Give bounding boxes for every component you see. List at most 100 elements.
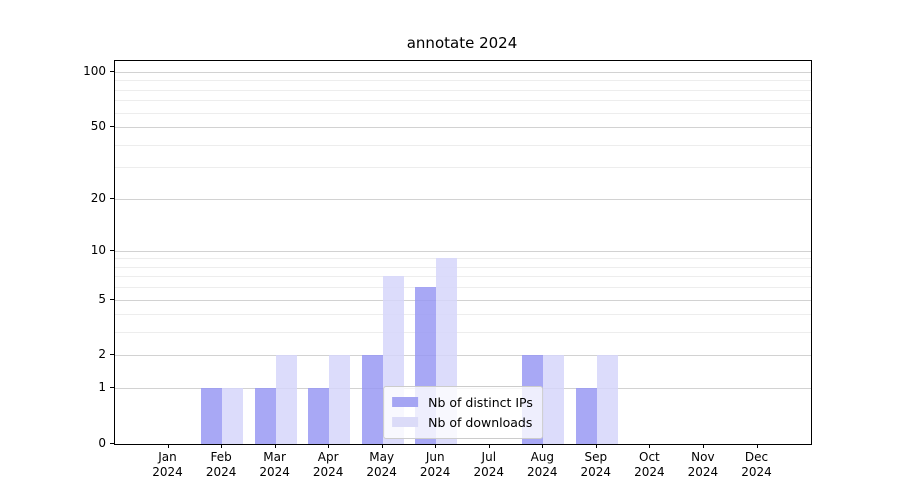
gridline-minor-3 [115,332,811,334]
y-tick-label-20: 20 [90,190,106,205]
x-tick-label-6: Jul 2024 [462,450,516,480]
x-tick-year: 2024 [259,465,290,479]
x-tick-year: 2024 [366,465,397,479]
x-tick-year: 2024 [419,465,451,479]
x-tick-month: Nov [691,450,715,464]
chart-title: annotate 2024 [406,34,518,52]
x-tick-mark-11 [756,444,758,448]
x-tick-label-2: Mar 2024 [248,450,302,480]
x-tick-label-0: Jan 2024 [141,450,195,480]
legend: Nb of distinct IPs Nb of downloads [383,386,543,439]
x-tick-month: Dec [744,450,769,464]
x-tick-month: Jun [425,450,445,464]
y-tick-mark-10 [110,249,114,251]
y-tick-label-1: 1 [98,380,106,395]
bar-downloads-aug [543,355,565,444]
legend-swatch-icon [392,397,419,407]
x-tick-mark-8 [595,444,597,448]
x-tick-label-1: Feb 2024 [194,450,248,480]
gridline-minor-40 [115,144,811,146]
x-tick-label-4: May 2024 [355,450,409,480]
x-tick-month: Jan [158,450,177,464]
gridline-minor-30 [115,167,811,169]
x-tick-year: 2024 [473,465,505,479]
gridline-minor-70 [115,100,811,102]
x-tick-year: 2024 [312,465,344,479]
gridline-minor-90 [115,80,811,82]
x-tick-mark-1 [221,444,223,448]
x-tick-year: 2024 [152,465,183,479]
y-tick-mark-5 [110,298,114,300]
bar-ips-apr [308,388,330,444]
gridline-minor-7 [115,276,811,278]
x-tick-month: Sep [584,450,608,464]
x-tick-label-11: Dec 2024 [730,450,784,480]
gridline-minor-60 [115,112,811,114]
bar-ips-may [361,355,383,444]
gridline-10 [115,250,811,252]
gridline-minor-80 [115,89,811,91]
x-tick-month: May [369,450,395,464]
y-tick-label-100: 100 [83,63,106,78]
x-tick-label-10: Nov 2024 [676,450,730,480]
y-tick-mark-1 [110,387,114,389]
x-tick-month: Mar [263,450,286,464]
y-tick-mark-2 [110,354,114,356]
gridline-2 [115,355,811,357]
x-tick-mark-10 [702,444,704,448]
bar-downloads-mar [275,355,297,444]
gridline-minor-9 [115,258,811,260]
bar-downloads-feb [222,388,244,444]
x-tick-mark-9 [649,444,651,448]
y-tick-mark-50 [110,126,114,127]
gridline-20 [115,198,811,200]
x-tick-year: 2024 [205,465,237,479]
x-tick-mark-2 [274,444,276,448]
y-tick-label-2: 2 [98,347,106,362]
gridline-5 [115,299,811,301]
x-tick-year: 2024 [687,465,719,479]
x-tick-month: Apr [317,450,339,464]
gridline-100 [115,71,811,73]
gridline-50 [115,127,811,128]
y-tick-label-50: 50 [90,119,106,133]
gridline-minor-4 [115,314,811,316]
bar-ips-mar [254,388,276,444]
bar-downloads-sep [596,355,618,444]
plot-area: Nb of distinct IPs Nb of downloads [114,60,812,445]
legend-item-1: Nb of downloads [392,412,533,432]
x-tick-mark-5 [435,444,437,448]
x-tick-label-9: Oct 2024 [622,450,676,480]
x-tick-month: Oct [639,450,660,464]
x-tick-mark-7 [542,444,544,448]
gridline-minor-8 [115,266,811,268]
y-tick-label-5: 5 [98,291,106,306]
x-tick-label-7: Aug 2024 [515,450,569,480]
legend-label: Nb of distinct IPs [428,394,533,410]
x-tick-year: 2024 [527,465,558,479]
x-tick-month: Aug [530,450,555,464]
y-tick-mark-100 [110,70,114,72]
x-tick-mark-4 [381,444,383,448]
bar-ips-feb [201,388,223,444]
x-tick-year: 2024 [634,465,665,479]
x-tick-label-3: Apr 2024 [301,450,355,480]
x-tick-month: Feb [210,450,232,464]
x-tick-label-5: Jun 2024 [408,450,462,480]
x-tick-month: Jul [481,450,497,464]
y-tick-label-10: 10 [90,242,106,257]
gridline-minor-6 [115,287,811,289]
x-tick-year: 2024 [580,465,612,479]
legend-label: Nb of downloads [428,414,533,430]
x-tick-mark-0 [167,444,169,448]
y-tick-mark-20 [110,197,114,199]
bar-downloads-apr [329,355,351,444]
y-tick-mark-0 [110,443,114,444]
y-tick-label-0: 0 [98,436,106,450]
x-tick-mark-6 [488,444,490,448]
x-tick-mark-3 [328,444,330,448]
legend-item-0: Nb of distinct IPs [392,392,533,412]
legend-swatch-icon [392,417,419,427]
bar-ips-sep [575,388,597,444]
